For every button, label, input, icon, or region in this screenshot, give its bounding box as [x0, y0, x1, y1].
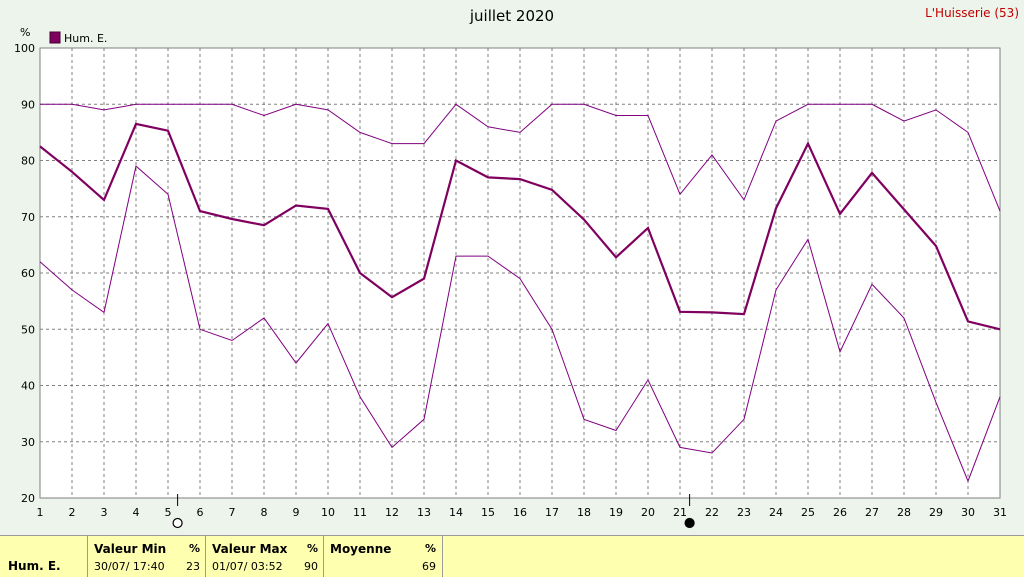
stat-avg-unit: %: [424, 542, 436, 555]
x-tick-label: 11: [353, 506, 367, 519]
stat-max-time: 01/07/ 03:52: [212, 560, 283, 573]
x-tick-label: 20: [641, 506, 655, 519]
x-tick-label: 27: [865, 506, 879, 519]
x-tick-label: 4: [133, 506, 140, 519]
x-tick-label: 15: [481, 506, 495, 519]
series-line-mean: [39, 122, 1001, 331]
x-tick-label: 13: [417, 506, 431, 519]
x-tick-labels: 1 2 3 4 5 6 7 8 9 10 11 12 13 14 15 16 17 18 19 20 21 22 23 24 2…: [37, 506, 1008, 519]
x-tick-label: 30: [961, 506, 975, 519]
stat-max-label: Valeur Max: [212, 542, 288, 556]
chart-title: juillet 2020: [469, 7, 554, 25]
stats-bar: Hum. E. Valeur Min % 30/07/ 17:40 23 Val…: [0, 535, 1024, 577]
x-tick-label: 9: [293, 506, 300, 519]
y-tick-label: 20: [21, 492, 35, 505]
x-tick-label: 12: [385, 506, 399, 519]
x-tick-label: 17: [545, 506, 559, 519]
x-tick-label: 5: [165, 506, 172, 519]
x-tick-label: 2: [69, 506, 76, 519]
series-lines: [39, 103, 1001, 483]
x-tick-label: 16: [513, 506, 527, 519]
x-tick-label: 3: [101, 506, 108, 519]
y-axis-unit: %: [20, 26, 30, 39]
x-tick-label: 21: [673, 506, 687, 519]
y-tick-label: 50: [21, 323, 35, 336]
x-tick-label: 8: [261, 506, 268, 519]
stat-avg: Moyenne % 69: [323, 536, 443, 577]
stats-row-label: Hum. E.: [8, 559, 61, 573]
x-tick-label: 7: [229, 506, 236, 519]
legend-label: Hum. E.: [64, 32, 107, 45]
series-line-min: [39, 165, 1001, 483]
humidity-chart: juillet 2020 L'Huisserie (53) % Hum. E. …: [14, 6, 1019, 529]
y-tick-label: 60: [21, 267, 35, 280]
new-moon-icon: [684, 517, 695, 529]
moon-phase-markers: [172, 494, 695, 529]
stat-min-value: 23: [186, 560, 200, 573]
x-tick-label: 1: [37, 506, 44, 519]
x-tick-label: 23: [737, 506, 751, 519]
stat-max-value: 90: [304, 560, 318, 573]
x-tick-label: 28: [897, 506, 911, 519]
y-tick-label: 100: [14, 42, 35, 55]
stat-min-time: 30/07/ 17:40: [94, 560, 165, 573]
x-tick-label: 18: [577, 506, 591, 519]
stat-avg-value: 69: [422, 560, 436, 573]
x-tick-label: 25: [801, 506, 815, 519]
x-tick-label: 6: [197, 506, 204, 519]
x-tick-label: 29: [929, 506, 943, 519]
x-tick-label: 22: [705, 506, 719, 519]
series-line-max: [40, 103, 1001, 212]
x-tick-label: 24: [769, 506, 783, 519]
x-tick-label: 14: [449, 506, 463, 519]
legend-swatch: [49, 31, 61, 44]
y-tick-label: 70: [21, 211, 35, 224]
y-tick-label: 40: [21, 380, 35, 393]
full-moon-icon: [172, 517, 183, 529]
station-location: L'Huisserie (53): [925, 6, 1019, 20]
stat-max-unit: %: [306, 542, 318, 555]
stat-min: Valeur Min % 30/07/ 17:40 23: [87, 536, 206, 577]
y-tick-labels: 20 30 40 50 60 70 80 90 100: [14, 42, 35, 505]
stat-avg-label: Moyenne: [330, 542, 392, 556]
y-tick-label: 30: [21, 436, 35, 449]
x-tick-label: 26: [833, 506, 847, 519]
stat-max: Valeur Max % 01/07/ 03:52 90: [205, 536, 324, 577]
stat-min-label: Valeur Min: [94, 542, 167, 556]
y-tick-label: 80: [21, 155, 35, 168]
x-tick-label: 10: [321, 506, 335, 519]
y-tick-label: 90: [21, 98, 35, 111]
stat-min-unit: %: [188, 542, 200, 555]
x-tick-label: 19: [609, 506, 623, 519]
x-tick-label: 31: [993, 506, 1007, 519]
